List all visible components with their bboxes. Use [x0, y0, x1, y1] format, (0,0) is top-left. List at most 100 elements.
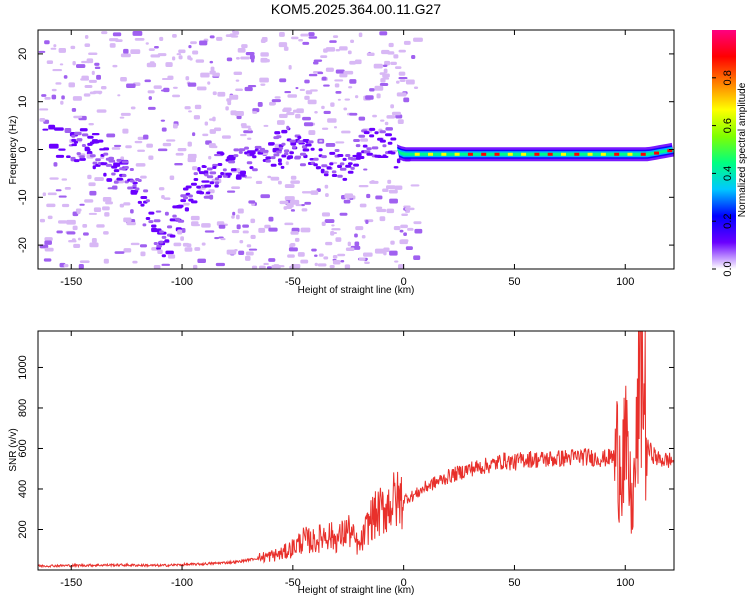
spectrogram-pixel	[130, 209, 134, 214]
spectrogram-pixel	[140, 251, 146, 257]
spectrogram-pixel	[257, 101, 263, 107]
spectrogram-ridge-pixel	[220, 152, 225, 156]
snr-y-axis-label: SNR (v/v)	[8, 428, 19, 471]
spectrogram-pixel	[308, 32, 315, 37]
spectrogram-pixel	[241, 44, 248, 49]
spectrogram-pixel	[285, 205, 293, 209]
spectrogram-ridge-peak	[521, 152, 527, 156]
snr-x-tick-label: 0	[401, 577, 407, 589]
spectrogram-pixel	[63, 264, 69, 268]
spectrogram-y-tick-label: 10	[17, 96, 29, 108]
spectrogram-pixel	[349, 112, 358, 116]
spectrogram-pixel	[375, 195, 383, 200]
spectrogram-pixel	[196, 86, 207, 91]
spectrogram-pixel	[321, 212, 331, 217]
spectrogram-pixel	[255, 180, 263, 185]
spectrogram-ridge-pixel	[241, 173, 246, 177]
spectrogram-pixel	[194, 104, 202, 110]
spectrogram-pixel	[155, 210, 162, 213]
spectrogram-pixel	[390, 240, 395, 245]
spectrogram-pixel	[365, 219, 369, 224]
spectrogram-pixel	[347, 241, 351, 247]
spectrogram-pixel	[235, 79, 240, 82]
spectrogram-ridge-pixel	[119, 167, 126, 171]
spectrogram-pixel	[290, 180, 300, 184]
spectrogram-pixel	[134, 140, 143, 144]
spectrogram-pixel	[239, 239, 244, 244]
spectrogram-pixel	[394, 66, 402, 70]
spectrogram-ridge-peak	[481, 152, 487, 156]
snr-y-tick-label: 800	[17, 399, 29, 417]
spectrogram-pixel	[192, 132, 196, 137]
spectrogram-pixel	[354, 95, 359, 99]
spectrogram-pixel	[209, 194, 214, 200]
spectrogram-pixel	[323, 48, 328, 53]
spectrogram-ridge-pixel	[326, 166, 332, 170]
spectrogram-pixel	[247, 137, 252, 140]
spectrogram-ridge-peak	[428, 152, 434, 156]
spectrogram-pixel	[413, 86, 419, 89]
spectrogram-ridge-pixel	[276, 135, 282, 139]
spectrogram-ridge-peak	[640, 152, 646, 156]
spectrogram-ridge-pixel	[198, 191, 205, 195]
spectrogram-pixel	[130, 49, 141, 54]
spectrogram-pixel	[243, 130, 253, 134]
spectrogram-pixel	[161, 127, 167, 132]
spectrogram-pixel	[302, 41, 310, 45]
spectrogram-ridge-pixel	[153, 242, 158, 246]
spectrogram-pixel	[119, 116, 125, 119]
spectrogram-ridge-pixel	[132, 184, 137, 188]
spectrogram-pixel	[130, 242, 140, 246]
spectrogram-ridge-pixel	[379, 130, 386, 134]
snr-y-tick-label: 600	[17, 439, 29, 457]
spectrogram-pixel	[360, 138, 369, 142]
spectrogram-pixel	[388, 189, 398, 194]
spectrogram-pixel	[383, 247, 390, 252]
spectrogram-pixel	[113, 144, 122, 147]
spectrogram-ridge-pixel	[129, 179, 135, 183]
spectrogram-ridge-pixel	[238, 150, 243, 154]
spectrogram-ridge-pixel	[209, 181, 215, 185]
spectrogram-ridge-peak	[627, 152, 633, 156]
spectrogram-ridge-pixel	[190, 200, 198, 204]
spectrogram-ridge-pixel	[180, 199, 187, 203]
spectrogram-pixel	[268, 216, 274, 222]
spectrogram-pixel	[339, 73, 348, 78]
spectrogram-pixel	[56, 230, 63, 234]
spectrogram-pixel	[54, 127, 64, 131]
spectrogram-ridge-pixel	[345, 164, 352, 168]
spectrogram-pixel	[393, 225, 401, 231]
spectrogram-pixel	[268, 227, 278, 232]
spectrogram-pixel	[341, 130, 351, 134]
snr-y-tick-label: 200	[17, 520, 29, 538]
spectrogram-ridge-peak	[494, 152, 500, 156]
spectrogram-ridge-pixel	[283, 149, 290, 153]
spectrogram-ridge-pixel	[323, 170, 329, 174]
spectrogram-pixel	[313, 61, 319, 65]
spectrogram-ridge-pixel	[214, 177, 220, 181]
spectrogram-pixel	[209, 70, 216, 75]
spectrogram-pixel	[177, 229, 183, 235]
spectrogram-ridge-pixel	[331, 170, 337, 174]
spectrogram-ridge-pixel	[129, 167, 134, 171]
spectrogram-pixel	[324, 184, 329, 189]
spectrogram-ridge-pixel	[143, 189, 149, 193]
spectrogram-pixel	[84, 43, 91, 48]
spectrogram-x-tick-label: -150	[60, 276, 82, 288]
spectrogram-pixel	[109, 43, 116, 48]
spectrogram-image	[38, 30, 423, 269]
spectrogram-ridge-peak	[574, 152, 580, 156]
spectrogram-pixel	[247, 127, 252, 131]
spectrogram-pixel	[165, 62, 173, 68]
spectrogram-ridge-peak	[534, 152, 540, 156]
spectrogram-pixel	[187, 141, 192, 147]
spectrogram-pixel	[143, 134, 149, 140]
spectrogram-pixel	[39, 108, 49, 111]
spectrogram-pixel	[78, 264, 84, 269]
spectrogram-pixel	[48, 143, 59, 149]
spectrogram-ridge-pixel	[100, 162, 108, 166]
spectrogram-ridge-pixel	[363, 131, 370, 135]
spectrogram-x-tick-label: 0	[401, 276, 407, 288]
spectrogram-ridge-pixel	[217, 162, 223, 166]
spectrogram-pixel	[310, 190, 319, 195]
